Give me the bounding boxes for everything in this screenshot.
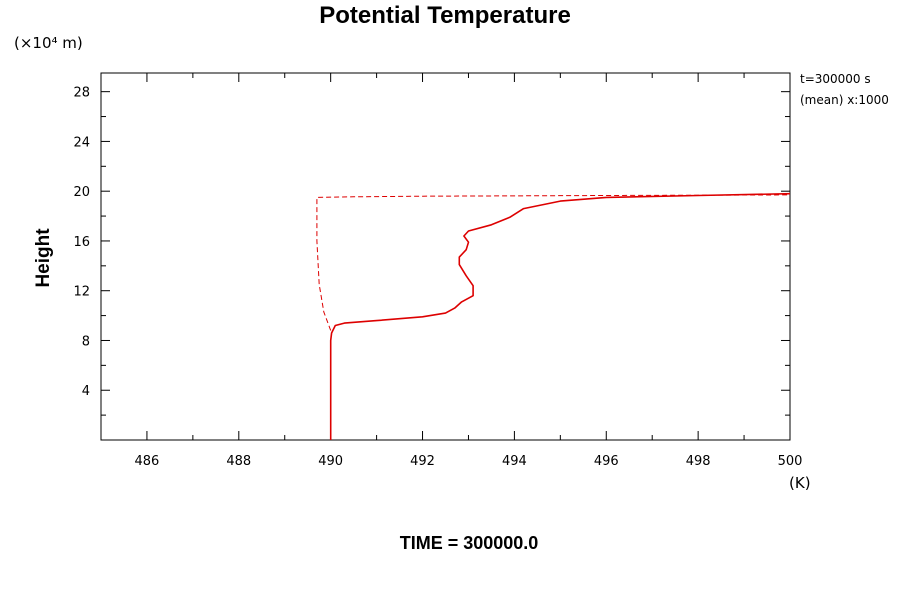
axis-ticks bbox=[100, 73, 791, 440]
y-tick-label: 4 bbox=[82, 384, 90, 399]
y-tick-labels: 4 8 12 16 20 24 28 bbox=[73, 86, 90, 400]
series-line-dashed bbox=[316, 194, 791, 331]
y-tick-label: 12 bbox=[73, 285, 90, 300]
x-tick-label: 494 bbox=[502, 454, 527, 469]
x-unit-label: (K) bbox=[789, 474, 811, 492]
x-tick-label: 492 bbox=[410, 454, 435, 469]
x-tick-label: 498 bbox=[686, 454, 711, 469]
x-tick-label: 490 bbox=[318, 454, 343, 469]
y-tick-label: 8 bbox=[82, 334, 90, 349]
y-tick-label: 28 bbox=[73, 86, 90, 101]
time-annotation: t=300000 s bbox=[800, 72, 871, 86]
series-lines bbox=[316, 192, 791, 440]
x-tick-label: 496 bbox=[594, 454, 619, 469]
series-line-solid bbox=[329, 192, 791, 440]
x-tick-label: 486 bbox=[135, 454, 160, 469]
y-tick-label: 20 bbox=[73, 185, 90, 200]
x-tick-label: 500 bbox=[778, 454, 803, 469]
footer-time: TIME = 300000.0 bbox=[400, 533, 539, 553]
x-tick-label: 488 bbox=[226, 454, 251, 469]
y-unit-label: (×10⁴ m) bbox=[14, 34, 83, 52]
chart-title: Potential Temperature bbox=[319, 2, 571, 29]
plot-frame bbox=[100, 72, 791, 441]
y-axis-label: Height bbox=[33, 228, 54, 288]
y-tick-label: 16 bbox=[73, 235, 90, 250]
y-tick-label: 24 bbox=[73, 135, 90, 150]
x-tick-labels: 486 488 490 492 494 496 498 500 bbox=[135, 454, 803, 469]
mean-annotation: (mean) x:1000 bbox=[800, 93, 889, 107]
